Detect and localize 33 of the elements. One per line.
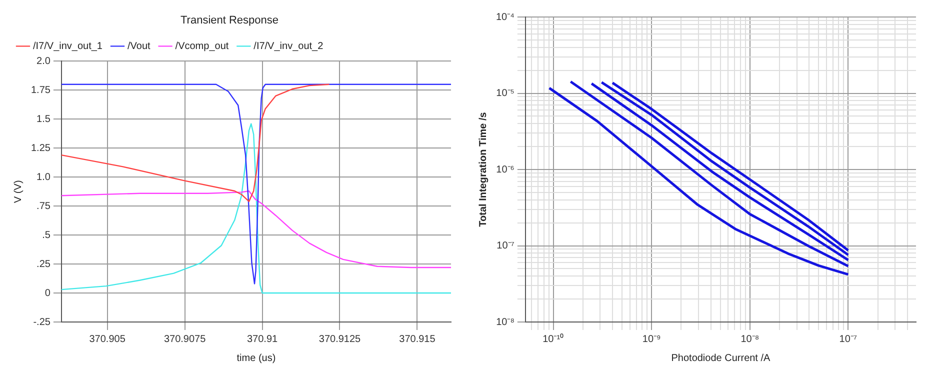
x-tick-label: 370.9075 — [164, 334, 206, 345]
y-axis-title: Total Integration Time /s — [478, 112, 489, 227]
y-axis-title: V (V) — [12, 180, 24, 203]
y-tick-label: 10⁻⁶ — [496, 164, 514, 176]
y-tick-label: -.25 — [33, 316, 51, 328]
x-tick-label: 370.905 — [89, 334, 126, 345]
legend-label: /Vout — [127, 40, 151, 52]
x-tick-label: 10⁻¹⁰ — [542, 332, 564, 345]
y-tick-label: 10⁻⁷ — [496, 240, 515, 252]
legend-label: /I7/V_inv_out_2 — [254, 40, 324, 52]
y-tick-label: 10⁻⁴ — [496, 12, 514, 23]
x-tick-label: 10⁻⁸ — [740, 334, 760, 345]
x-tick-label: 10⁻⁹ — [642, 334, 661, 345]
y-tick-label: .75 — [36, 200, 51, 212]
x-axis-title: time (us) — [236, 352, 276, 364]
x-tick-label: 370.9125 — [318, 334, 362, 345]
y-tick-label: .25 — [36, 258, 51, 270]
x-tick-label: 10⁻⁷ — [839, 334, 858, 345]
y-tick-label: 10⁻⁸ — [496, 316, 514, 328]
y-tick-label: 0 — [44, 288, 51, 299]
chart-title: Transient Response — [180, 14, 279, 27]
legend-label: /I7/V_inv_out_1 — [33, 40, 103, 52]
y-tick-label: 1.75 — [30, 84, 51, 96]
y-tick-label: 2.0 — [36, 56, 51, 67]
x-tick-label: 370.91 — [246, 334, 278, 345]
y-tick-label: 1.5 — [36, 114, 51, 125]
y-tick-label: 1.0 — [36, 172, 51, 183]
legend-label: /Vcomp_out — [175, 40, 229, 52]
y-tick-label: .5 — [42, 230, 51, 241]
y-tick-label: 1.25 — [30, 142, 51, 154]
x-axis-title: Photodiode Current /A — [671, 352, 771, 364]
x-tick-label: 370.915 — [399, 334, 436, 345]
y-tick-label: 10⁻⁵ — [496, 88, 514, 99]
